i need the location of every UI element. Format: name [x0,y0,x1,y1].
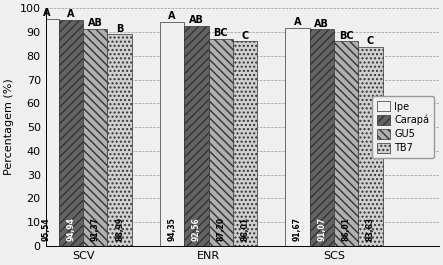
Text: 91,07: 91,07 [317,217,326,241]
Bar [107,34,132,246]
Bar [83,29,107,246]
Bar [184,26,209,246]
Bar [160,22,184,246]
Text: 83,63: 83,63 [366,217,375,241]
Text: AB: AB [88,18,103,28]
Text: C: C [367,36,374,46]
Text: BC: BC [339,31,354,41]
Text: A: A [67,10,74,20]
Text: A: A [294,17,301,27]
Text: B: B [116,24,123,34]
Text: 95,54: 95,54 [42,218,51,241]
Bar [310,29,334,246]
Text: 94,35: 94,35 [167,218,176,241]
Text: A: A [43,8,50,18]
Legend: Ipe, Carapá, GU5, TB7: Ipe, Carapá, GU5, TB7 [372,96,434,158]
Text: 91,37: 91,37 [91,217,100,241]
Text: A: A [168,11,176,21]
Bar [334,41,358,246]
Text: AB: AB [189,15,204,25]
Text: 88,99: 88,99 [115,217,124,241]
Bar [233,41,257,246]
Bar [35,19,58,246]
Y-axis label: Percentagem (%): Percentagem (%) [4,79,14,175]
Text: 91,67: 91,67 [293,217,302,241]
Text: BC: BC [214,28,228,38]
Text: 86,01: 86,01 [241,217,249,241]
Text: 94,94: 94,94 [66,217,75,241]
Text: 86,01: 86,01 [342,217,351,241]
Text: C: C [241,31,249,41]
Text: 87,20: 87,20 [216,217,225,241]
Text: 92,56: 92,56 [192,218,201,241]
Bar [58,20,83,246]
Bar [209,39,233,246]
Bar [285,28,310,246]
Bar [358,47,383,246]
Text: AB: AB [315,19,329,29]
